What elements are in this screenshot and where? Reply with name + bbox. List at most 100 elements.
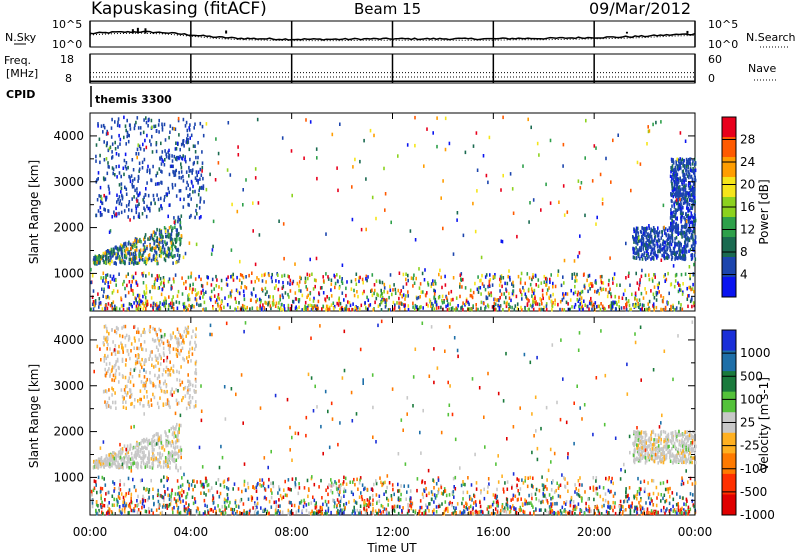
scatter-cell: [136, 238, 138, 242]
scatter-cell: [579, 511, 581, 516]
scatter-cell: [170, 287, 172, 291]
scatter-cell: [578, 304, 580, 309]
scatter-cell: [179, 197, 182, 202]
scatter-cell: [404, 297, 406, 301]
scatter-cell: [218, 308, 221, 312]
scatter-cell: [163, 303, 165, 308]
scatter-cell: [125, 274, 128, 279]
scatter-cell: [641, 268, 643, 273]
scatter-cell: [679, 306, 682, 311]
scatter-cell: [667, 301, 669, 305]
scatter-cell: [327, 277, 330, 281]
scatter-cell: [355, 282, 358, 286]
scatter-cell: [142, 294, 144, 299]
scatter-cell: [683, 174, 686, 179]
scatter-cell: [104, 483, 107, 487]
scatter-cell: [186, 479, 189, 484]
scatter-cell: [682, 211, 684, 215]
scatter-cell: [158, 130, 160, 134]
scatter-cell: [110, 510, 113, 514]
scatter-cell: [133, 254, 136, 259]
scatter-cell: [434, 281, 437, 286]
scatter-cell: [624, 288, 626, 293]
scatter-cell: [689, 507, 692, 512]
scatter-cell: [653, 285, 656, 289]
scatter-cell: [106, 256, 108, 261]
scatter-cell: [326, 295, 328, 299]
scatter-cell: [191, 303, 194, 308]
scatter-cell: [618, 295, 620, 300]
scatter-cell: [560, 283, 563, 288]
scatter-cell: [435, 482, 438, 486]
scatter-cell: [255, 485, 258, 490]
scatter-cell: [133, 177, 136, 181]
scatter-cell: [303, 486, 306, 490]
scatter-cell: [268, 273, 270, 278]
scatter-cell: [136, 199, 138, 203]
scatter-cell: [649, 235, 651, 239]
scatter-cell: [113, 213, 116, 218]
scatter-cell: [216, 298, 218, 302]
scatter-cell: [313, 278, 316, 282]
scatter-cell: [519, 281, 522, 285]
scatter-cell: [254, 262, 257, 267]
scatter-cell: [688, 265, 691, 269]
scatter-cell: [171, 507, 174, 511]
scatter-cell: [165, 152, 167, 156]
scatter-cell: [367, 275, 369, 279]
scatter-cell: [423, 510, 426, 515]
scatter-cell: [577, 179, 580, 183]
scatter-cell: [687, 175, 690, 179]
scatter-cell: [673, 175, 675, 180]
scatter-cell: [676, 194, 678, 198]
scatter-cell: [129, 127, 132, 131]
scatter-cell: [165, 234, 167, 239]
scatter-cell: [141, 212, 144, 216]
scatter-cell: [152, 257, 155, 261]
scatter-cell: [181, 493, 183, 498]
scatter-cell: [433, 292, 436, 296]
scatter-cell: [338, 296, 340, 300]
scatter-cell: [681, 511, 683, 515]
scatter-cell: [163, 484, 165, 488]
scatter-cell: [519, 508, 521, 513]
scatter-cell: [645, 291, 648, 295]
scatter-cell: [655, 230, 657, 235]
scatter-cell: [670, 221, 672, 226]
scatter-cell: [662, 242, 664, 246]
scatter-cell: [570, 497, 573, 502]
scatter-cell: [321, 511, 324, 516]
scatter-cell: [163, 475, 165, 479]
scatter-cell: [328, 483, 330, 487]
scatter-cell: [163, 247, 166, 251]
scatter-cell: [637, 476, 639, 481]
scatter-cell: [227, 477, 230, 481]
scatter-cell: [294, 482, 297, 487]
scatter-cell: [414, 303, 417, 308]
scatter-cell: [422, 290, 424, 294]
scatter-cell: [376, 501, 378, 505]
scatter-cell: [227, 487, 230, 491]
scatter-cell: [209, 172, 211, 177]
scatter-cell: [613, 301, 615, 306]
scatter-cell: [464, 150, 467, 155]
scatter-cell: [105, 195, 108, 200]
scatter-cell: [331, 490, 334, 495]
scatter-cell: [577, 493, 580, 497]
scatter-cell: [303, 500, 306, 505]
scatter-cell: [389, 284, 391, 289]
scatter-cell: [686, 243, 689, 248]
scatter-cell: [135, 488, 137, 493]
scatter-cell: [342, 480, 345, 484]
scatter-cell: [430, 284, 432, 289]
scatter-cell: [360, 495, 363, 499]
scatter-cell: [169, 164, 172, 169]
scatter-cell: [660, 236, 663, 240]
scatter-cell: [251, 306, 254, 310]
scatter-cell: [540, 508, 542, 512]
scatter-cell: [693, 239, 695, 243]
scatter-cell: [586, 304, 589, 309]
scatter-cell: [314, 304, 317, 308]
scatter-cell: [128, 261, 131, 265]
scatter-cell: [118, 133, 120, 138]
